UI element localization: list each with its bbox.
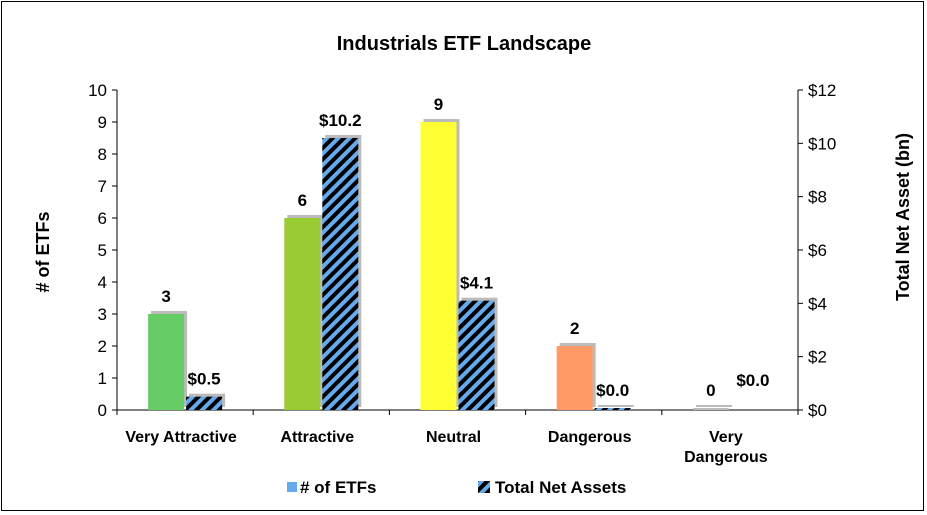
data-label-net-assets: $4.1 <box>460 274 493 293</box>
x-category-label: Dangerous <box>548 429 632 446</box>
y-tick-label-left: 7 <box>98 177 107 196</box>
y-tick-label-left: 4 <box>98 273 107 292</box>
y-tick-label-right: $2 <box>808 348 827 367</box>
legend-label-num-etfs: # of ETFs <box>300 478 377 497</box>
chart-title: Industrials ETF Landscape <box>337 33 592 55</box>
legend: # of ETFs Total Net Assets <box>287 478 626 497</box>
data-labels: 3 $0.5 6 $10.2 9 $4.1 2 $0.0 0 $0.0 <box>161 95 769 400</box>
data-label-num-etfs: 2 <box>570 319 579 338</box>
bar-shadow <box>695 405 732 407</box>
y-axis-label-left: # of ETFs <box>33 211 53 292</box>
y-tick-label-left: 1 <box>98 369 107 388</box>
y-tick-label-right: $10 <box>808 134 836 153</box>
data-label-net-assets: $0.0 <box>736 371 769 390</box>
bar-num-etfs <box>284 218 321 410</box>
y-tick-label-left: 8 <box>98 145 107 164</box>
x-category-label: Attractive <box>280 429 354 446</box>
data-label-net-assets: $0.5 <box>188 370 221 389</box>
bar-num-etfs <box>148 314 185 410</box>
y-tick-label-right: $6 <box>808 241 827 260</box>
bar-net-assets <box>458 300 495 410</box>
bar-num-etfs <box>420 122 457 410</box>
bars <box>148 119 732 410</box>
bar-num-etfs <box>692 408 729 410</box>
bar-net-assets <box>594 408 631 410</box>
y-tick-label-right: $8 <box>808 188 827 207</box>
x-category-label: Dangerous <box>684 449 768 466</box>
y-tick-label-left: 0 <box>98 401 107 420</box>
data-label-net-assets: $0.0 <box>596 381 629 400</box>
y-tick-label-left: 6 <box>98 209 107 228</box>
x-category-label: Neutral <box>426 429 481 446</box>
bar-num-etfs <box>556 346 593 410</box>
y-axis-label-right: Total Net Asset (bn) <box>893 133 913 301</box>
y-tick-label-left: 10 <box>88 81 107 100</box>
y-tick-label-right: $0 <box>808 401 827 420</box>
data-label-num-etfs: 0 <box>706 381 715 400</box>
bar-shadow <box>597 405 634 407</box>
x-category-label: Very Attractive <box>125 429 237 446</box>
y-tick-label-left: 9 <box>98 113 107 132</box>
y-tick-label-left: 3 <box>98 305 107 324</box>
bar-net-assets <box>186 396 223 410</box>
y-tick-label-right: $12 <box>808 81 836 100</box>
axes: 0 1 2 3 4 5 6 7 8 9 10 $0 $2 $4 $6 $8 $10 $12 Very Attract… <box>88 81 836 466</box>
y-tick-label-right: $4 <box>808 294 827 313</box>
data-label-num-etfs: 9 <box>434 95 443 114</box>
data-label-net-assets: $10.2 <box>319 111 362 130</box>
y-tick-label-left: 5 <box>98 241 107 260</box>
bar-net-assets <box>322 138 359 410</box>
data-label-num-etfs: 6 <box>298 191 307 210</box>
legend-swatch-net-assets <box>478 481 490 493</box>
data-label-num-etfs: 3 <box>161 287 170 306</box>
x-category-label: Very <box>709 429 743 446</box>
legend-label-net-assets: Total Net Assets <box>495 478 626 497</box>
y-tick-label-left: 2 <box>98 337 107 356</box>
legend-swatch-num-etfs <box>287 482 297 492</box>
